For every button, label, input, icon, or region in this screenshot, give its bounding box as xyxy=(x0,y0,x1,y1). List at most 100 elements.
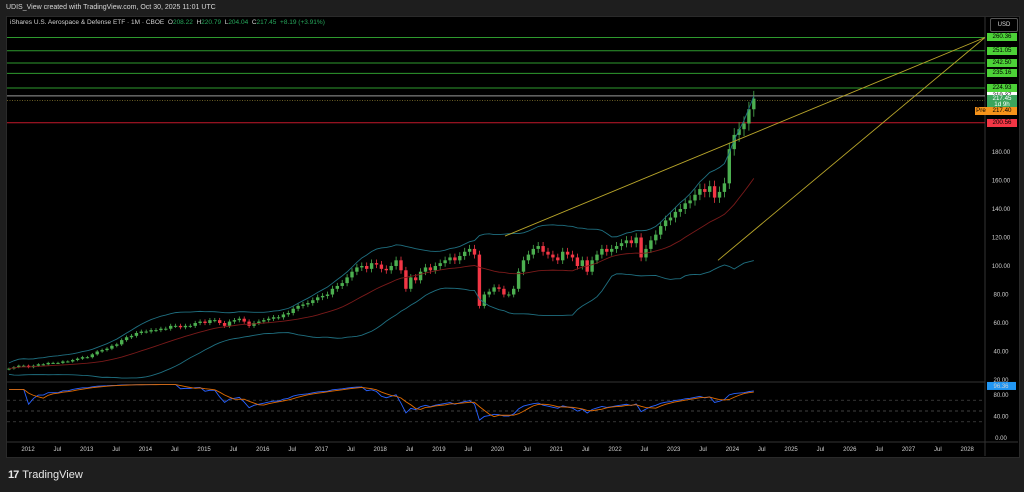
candle-body xyxy=(561,251,565,261)
candle-body xyxy=(512,288,516,295)
premarket-label: Pre xyxy=(975,107,987,116)
price-tick: 120.00 xyxy=(992,236,1011,242)
candle-body xyxy=(203,321,207,323)
candle-body xyxy=(316,297,320,301)
candle-body xyxy=(262,320,266,322)
candle-body xyxy=(717,191,722,198)
candle-body xyxy=(227,321,232,326)
candle-body xyxy=(320,295,325,298)
candle-body xyxy=(463,251,467,257)
candle-body xyxy=(551,254,555,258)
candle-body xyxy=(271,317,276,319)
time-tick: Jul xyxy=(934,447,942,453)
candle-body xyxy=(742,123,746,130)
candle-body xyxy=(379,264,384,269)
candle-body xyxy=(546,251,550,255)
price-tag: 251.05 xyxy=(987,46,1017,55)
candle-body xyxy=(629,240,633,244)
candle-body xyxy=(51,362,55,364)
change-value: +8.19 (+3.91%) xyxy=(280,19,325,26)
candle-body xyxy=(492,287,496,292)
candle-body xyxy=(595,254,599,261)
candle-body xyxy=(61,361,65,363)
candle-body xyxy=(178,325,183,328)
candle-body xyxy=(139,331,143,333)
candle-body xyxy=(164,328,168,330)
candle-body xyxy=(404,270,408,289)
candle-body xyxy=(683,203,687,209)
candle-body xyxy=(703,189,707,192)
candle-body xyxy=(423,267,428,272)
candle-body xyxy=(237,318,241,321)
candle-body xyxy=(472,248,477,255)
candle-body xyxy=(281,314,286,318)
rsi-current-tag xyxy=(987,381,1016,390)
open-value: 208.22 xyxy=(172,19,193,26)
candle-body xyxy=(183,325,188,328)
time-tick: Jul xyxy=(54,447,62,453)
time-tick: 2015 xyxy=(197,447,211,453)
candle-body xyxy=(66,361,70,363)
time-tick: Jul xyxy=(406,447,414,453)
candle-body xyxy=(159,328,163,331)
time-tick: 2027 xyxy=(902,447,916,453)
time-tick: 2017 xyxy=(315,447,329,453)
candle-body xyxy=(693,194,697,201)
candle-body xyxy=(384,268,388,271)
time-tick: Jul xyxy=(347,447,355,453)
price-tag: 217.45 xyxy=(987,94,1017,103)
time-tick: 2018 xyxy=(374,447,388,453)
candle-body xyxy=(624,240,629,244)
candle-body xyxy=(516,271,521,289)
price-tick: 80.00 xyxy=(993,293,1009,299)
candle-body xyxy=(580,260,584,266)
candle-body xyxy=(169,325,173,329)
candle-body xyxy=(345,277,349,284)
rsi-tick: 80.00 xyxy=(993,393,1009,399)
time-tick: 2022 xyxy=(608,447,622,453)
currency-button[interactable]: USD xyxy=(990,18,1018,32)
candle-body xyxy=(120,340,124,345)
time-tick: 2020 xyxy=(491,447,505,453)
trend-line-upper xyxy=(504,37,986,237)
candle-body xyxy=(252,323,256,326)
candle-body xyxy=(80,357,85,359)
candle-body xyxy=(213,320,217,322)
time-tick: 2016 xyxy=(256,447,270,453)
price-tag: 235.16 xyxy=(987,69,1017,78)
candle-body xyxy=(477,254,482,306)
price-tag: 217.40 xyxy=(987,107,1017,116)
price-tick: 40.00 xyxy=(993,350,1009,356)
candle-body xyxy=(708,186,712,192)
price-tick: 20.00 xyxy=(993,378,1009,384)
time-tick: Jul xyxy=(875,447,883,453)
price-tick: 100.00 xyxy=(992,264,1011,270)
candle-body xyxy=(737,129,741,135)
candle-body xyxy=(458,256,462,261)
candle-body xyxy=(610,248,614,252)
brand-name: TradingView xyxy=(22,469,83,481)
candle-body xyxy=(291,308,295,314)
candle-body xyxy=(531,248,535,255)
time-tick: Jul xyxy=(817,447,825,453)
rsi-tick: 0.00 xyxy=(995,436,1007,442)
low-value: 204.04 xyxy=(228,19,249,26)
candle-body xyxy=(409,277,413,289)
candle-body xyxy=(659,226,663,235)
candle-body xyxy=(526,254,531,261)
candle-body xyxy=(639,237,643,258)
candle-body xyxy=(115,344,119,346)
candle-body xyxy=(36,364,41,366)
candle-body xyxy=(590,260,594,272)
candle-body xyxy=(374,263,379,265)
candle-body xyxy=(325,294,330,296)
candle-body xyxy=(688,200,692,204)
close-value: 217.45 xyxy=(256,19,277,26)
candle-body xyxy=(649,240,653,249)
candle-body xyxy=(17,365,21,368)
candle-body xyxy=(124,337,129,341)
time-tick: Jul xyxy=(523,447,531,453)
candle-body xyxy=(330,288,335,295)
candle-body xyxy=(487,291,491,295)
